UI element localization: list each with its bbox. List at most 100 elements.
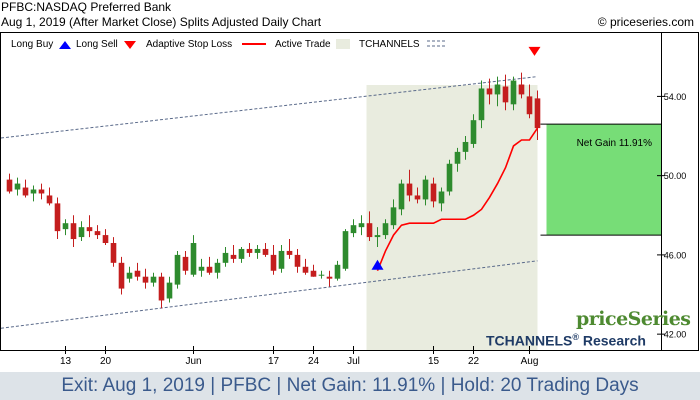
adaptive-stop-loss bbox=[376, 127, 539, 272]
candle-body bbox=[462, 141, 469, 152]
candle-body bbox=[278, 250, 285, 269]
stop-loss-line bbox=[376, 127, 539, 272]
candle bbox=[286, 239, 293, 259]
candle-body bbox=[286, 250, 293, 255]
candle-body bbox=[198, 266, 205, 271]
candle-body bbox=[38, 189, 45, 194]
x-tick-label: 22 bbox=[468, 356, 480, 367]
x-tick-label: 20 bbox=[100, 356, 112, 367]
candle-body bbox=[142, 276, 149, 283]
candle bbox=[350, 219, 357, 238]
candle-body bbox=[422, 179, 429, 200]
candle bbox=[526, 84, 533, 119]
candle bbox=[382, 219, 389, 240]
candle bbox=[230, 244, 237, 263]
candle bbox=[78, 221, 85, 242]
candle bbox=[62, 219, 69, 236]
candle bbox=[422, 175, 429, 206]
tchannels bbox=[0, 76, 538, 329]
candle bbox=[46, 187, 53, 206]
candle bbox=[430, 177, 437, 208]
registered-mark: ® bbox=[572, 332, 579, 342]
candle-body bbox=[118, 262, 125, 289]
candle bbox=[118, 256, 125, 295]
candle-body bbox=[150, 276, 157, 283]
candle bbox=[358, 215, 365, 236]
candle bbox=[478, 80, 485, 129]
candle-body bbox=[446, 163, 453, 192]
buy-signal-arrow bbox=[371, 259, 384, 270]
candle bbox=[294, 248, 301, 273]
candle bbox=[334, 260, 341, 281]
candle-body bbox=[414, 195, 421, 200]
legend: Long Buy Long Sell Adaptive Stop Loss Ac… bbox=[11, 39, 447, 50]
candle bbox=[246, 243, 253, 257]
candle-body bbox=[174, 254, 181, 285]
candle-body bbox=[326, 276, 333, 279]
candle bbox=[174, 250, 181, 289]
legend-stop-loss-label: Adaptive Stop Loss bbox=[146, 39, 232, 50]
candle-body bbox=[518, 84, 525, 95]
candle-body bbox=[334, 264, 341, 279]
x-tick-label: Jul bbox=[347, 356, 360, 367]
candle-body bbox=[342, 231, 349, 269]
candle bbox=[198, 258, 205, 277]
candle-body bbox=[254, 248, 261, 253]
tchannels-research-logo: TCHANNELS® Research bbox=[486, 332, 646, 349]
candle bbox=[262, 243, 269, 257]
candle-body bbox=[110, 243, 117, 263]
candle-body bbox=[382, 223, 389, 236]
candle-body bbox=[270, 254, 277, 271]
candle-body bbox=[6, 179, 13, 192]
candle bbox=[6, 173, 13, 194]
candle bbox=[222, 246, 229, 267]
candle-body bbox=[430, 183, 437, 202]
candle-body bbox=[318, 274, 325, 276]
candle-body bbox=[62, 223, 69, 230]
candle bbox=[302, 258, 309, 275]
candle bbox=[54, 197, 61, 240]
candle-body bbox=[502, 86, 509, 103]
candle-body bbox=[486, 88, 493, 95]
candle-body bbox=[350, 225, 357, 234]
candle bbox=[134, 262, 141, 281]
candle-body bbox=[126, 272, 133, 279]
research-brand: Research bbox=[578, 332, 646, 349]
candle-body bbox=[206, 266, 213, 273]
candle bbox=[238, 246, 245, 263]
long-sell-icon bbox=[124, 41, 136, 49]
candle-body bbox=[406, 183, 413, 196]
legend-long-sell-label: Long Sell bbox=[76, 39, 118, 50]
candle bbox=[214, 258, 221, 279]
candle-body bbox=[294, 254, 301, 267]
y-tick-label: 54.00 bbox=[664, 92, 687, 102]
y-tick-label: 50.00 bbox=[664, 171, 687, 181]
net-gain-label: Net Gain 11.91% bbox=[577, 138, 653, 149]
x-tick-label: Aug bbox=[521, 356, 539, 367]
candle bbox=[406, 169, 413, 202]
candle-body bbox=[230, 254, 237, 259]
candle bbox=[126, 266, 133, 283]
price-chart: 42.00 46.00 50.00 54.00 13 20 Jun 17 24 Jul 15 22 Au… bbox=[0, 32, 699, 367]
candle-body bbox=[214, 262, 221, 273]
candle bbox=[366, 211, 373, 242]
legend-long-buy-label: Long Buy bbox=[11, 39, 53, 50]
candle bbox=[414, 187, 421, 204]
candle bbox=[86, 215, 93, 238]
candle bbox=[318, 270, 325, 279]
chart-subtitle: Aug 1, 2019 (After Market Close) Splits … bbox=[1, 15, 322, 29]
candle bbox=[206, 256, 213, 275]
candle bbox=[22, 179, 29, 198]
candle bbox=[102, 229, 109, 245]
candle bbox=[14, 177, 21, 196]
candle-body bbox=[222, 252, 229, 263]
tchannels-brand: TCHANNELS bbox=[486, 332, 573, 349]
long-buy-icon bbox=[59, 41, 71, 49]
sell-signal-arrow bbox=[528, 46, 541, 56]
candle-body bbox=[54, 203, 61, 232]
legend-tchannels-label: TCHANNELS bbox=[359, 39, 420, 50]
candle bbox=[534, 90, 541, 140]
candle bbox=[374, 227, 381, 247]
candle bbox=[390, 199, 397, 230]
candle-body bbox=[366, 223, 373, 238]
